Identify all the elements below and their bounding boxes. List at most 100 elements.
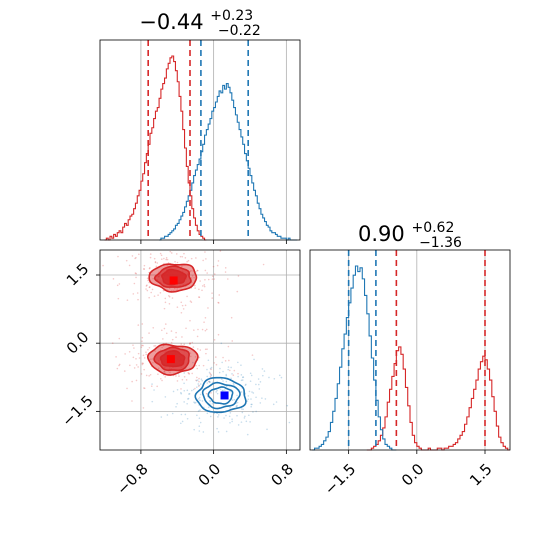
scatter-b-0-point xyxy=(227,368,229,371)
scatter-a-0-point xyxy=(164,297,167,300)
scatter-a-1-point xyxy=(160,377,162,380)
scatter-b-0-point xyxy=(208,371,211,374)
scatter-b-0-point xyxy=(196,386,198,389)
scatter-a-1-point xyxy=(205,328,208,331)
tick-label-joint-x-2: 0.8 xyxy=(268,460,298,490)
tick-label-joint-y-0: 1.5 xyxy=(63,260,93,290)
scatter-b-0-point xyxy=(262,374,264,377)
scatter-a-0-point xyxy=(112,278,115,280)
scatter-b-0-point xyxy=(225,380,228,383)
scatter-a-0-point xyxy=(194,284,196,287)
scatter-a-1-point xyxy=(131,380,133,383)
scatter-b-0-point xyxy=(240,421,243,423)
scatter-b-0-point xyxy=(198,425,201,427)
scatter-a-1-point xyxy=(189,319,191,322)
scatter-a-1-point xyxy=(189,352,192,354)
scatter-b-0-point xyxy=(180,391,182,394)
scatter-a-0-point xyxy=(150,291,152,294)
scatter-b-0-point xyxy=(286,404,289,407)
scatter-a-1-point xyxy=(143,387,146,390)
scatter-b-0-point xyxy=(250,403,252,406)
hist-p1-series-a xyxy=(104,55,207,241)
scatter-b-0-point xyxy=(230,377,232,380)
scatter-a-1-point xyxy=(192,346,195,348)
scatter-a-1-point xyxy=(210,373,212,376)
param1-title-value: −0.44 xyxy=(139,10,203,34)
scatter-b-0-point xyxy=(246,400,249,402)
hist-p1-series-b xyxy=(159,83,298,241)
scatter-a-0-point xyxy=(193,276,195,279)
scatter-b-0-point xyxy=(244,415,246,418)
scatter-b-0-point xyxy=(220,342,223,345)
scatter-a-0-point xyxy=(167,262,170,264)
scatter-a-1-point xyxy=(224,360,227,362)
scatter-b-0-point xyxy=(209,381,211,383)
contour-b-0-level-1 xyxy=(201,381,241,410)
scatter-a-1-point xyxy=(115,356,117,358)
scatter-a-1-point xyxy=(205,392,208,395)
scatter-a-1-point xyxy=(208,380,210,383)
param1-title-plus: +0.23 xyxy=(210,8,253,24)
scatter-b-0-point xyxy=(288,421,291,424)
scatter-a-0-point xyxy=(149,267,151,269)
scatter-a-1-point xyxy=(164,323,167,325)
scatter-a-0-point xyxy=(138,253,140,256)
scatter-a-1-point xyxy=(145,351,147,354)
scatter-a-1-point xyxy=(124,353,126,355)
scatter-a-0-point xyxy=(201,289,203,292)
scatter-b-0-point xyxy=(275,401,278,403)
scatter-b-0-point xyxy=(259,381,262,383)
frame-joint xyxy=(99,249,301,451)
scatter-a-1-point xyxy=(189,342,191,344)
scatter-a-0-point xyxy=(190,269,192,272)
scatter-b-0-point xyxy=(206,368,208,371)
scatter-b-0-point xyxy=(246,433,249,436)
scatter-a-1-point xyxy=(111,342,114,344)
scatter-b-0-point xyxy=(245,420,248,423)
scatter-b-0-point xyxy=(209,415,212,418)
scatter-b-0-point xyxy=(225,430,228,433)
scatter-b-0-point xyxy=(183,401,185,403)
scatter-b-0-point xyxy=(160,416,163,418)
scatter-a-1-point xyxy=(138,357,141,359)
scatter-b-0-point xyxy=(232,382,235,385)
scatter-a-0-point xyxy=(143,264,146,267)
scatter-a-1-point xyxy=(143,387,145,389)
scatter-b-0-point xyxy=(199,383,202,385)
scatter-a-0-point xyxy=(201,285,204,287)
scatter-b-0-point xyxy=(261,397,263,399)
scatter-a-1-point xyxy=(163,370,166,373)
scatter-a-1-point xyxy=(97,348,99,350)
scatter-b-0-point xyxy=(216,427,218,430)
scatter-a-0-point xyxy=(213,278,216,280)
scatter-a-1-point xyxy=(133,367,136,369)
scatter-a-0-point xyxy=(204,269,207,272)
scatter-a-1-point xyxy=(150,385,153,387)
scatter-b-0-point xyxy=(171,412,174,415)
scatter-a-1-point xyxy=(156,385,158,388)
scatter-a-1-point xyxy=(175,336,177,338)
tick-label-right-x-1: 0.0 xyxy=(398,460,428,490)
scatter-a-1-point xyxy=(202,364,205,367)
scatter-a-0-point xyxy=(184,257,187,259)
scatter-b-0-point xyxy=(210,366,213,369)
scatter-a-0-point xyxy=(198,296,200,298)
scatter-b-0-point xyxy=(198,430,201,432)
scatter-a-0-point xyxy=(189,300,192,302)
scatter-b-0-point xyxy=(257,378,260,380)
scatter-b-0-point xyxy=(237,361,239,364)
scatter-a-1-point xyxy=(129,364,131,367)
scatter-a-0-point xyxy=(224,267,227,269)
scatter-b-0-point xyxy=(209,400,212,403)
scatter-a-1-point xyxy=(231,340,234,342)
scatter-b-0-point xyxy=(251,391,253,393)
scatter-a-0-point xyxy=(217,302,220,304)
scatter-b-0-point xyxy=(229,406,231,409)
scatter-a-0-point xyxy=(118,283,121,285)
frame-top xyxy=(99,39,301,241)
contour-b-0 xyxy=(194,376,247,414)
scatter-b-0-point xyxy=(227,366,230,368)
scatter-b-0-point xyxy=(237,375,239,378)
scatter-b-0-point xyxy=(188,393,190,395)
marker-a-0 xyxy=(169,276,178,285)
